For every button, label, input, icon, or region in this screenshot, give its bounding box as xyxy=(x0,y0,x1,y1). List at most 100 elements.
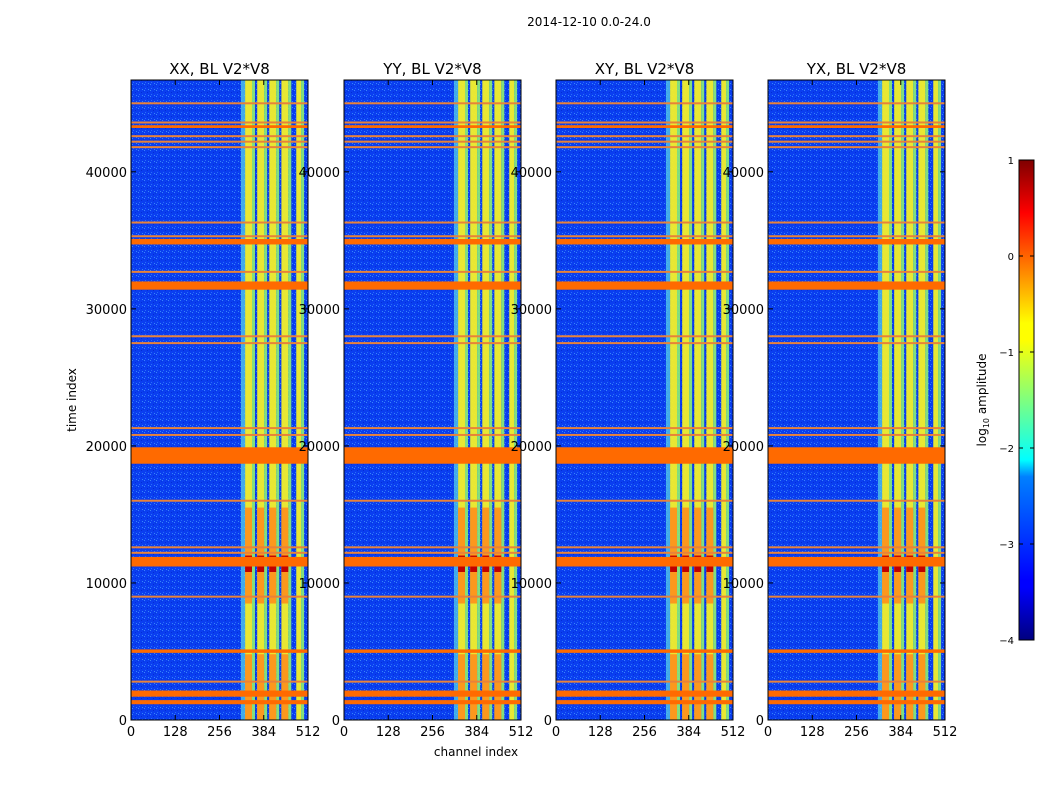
flagged-band xyxy=(344,700,521,705)
flagged-band xyxy=(131,238,308,245)
flagged-line xyxy=(556,270,733,273)
flagged-band xyxy=(768,690,945,697)
hot-region xyxy=(682,654,690,720)
flagged-line xyxy=(768,427,945,430)
flagged-line xyxy=(768,235,945,238)
flagged-band xyxy=(768,125,945,128)
x-tick-label: 512 xyxy=(509,725,534,740)
bright-channel-edge xyxy=(938,80,942,720)
flagged-line xyxy=(344,221,521,224)
panel-title: YX, BL V2*V8 xyxy=(806,60,907,78)
heatmap-image xyxy=(344,80,521,720)
colorbar-label-prefix: log xyxy=(975,428,989,446)
flagged-line xyxy=(556,427,733,430)
panel-xy: XY, BL V2*V8 0 128 256 384 512 0 10000 20000 3000… xyxy=(511,60,746,740)
flagged-band xyxy=(768,556,945,567)
bright-channel-edge xyxy=(701,80,705,720)
flagged-band xyxy=(768,700,945,705)
flagged-line xyxy=(131,595,308,598)
flagged-line xyxy=(344,140,521,143)
x-tick-label: 256 xyxy=(632,725,657,740)
x-tick-label: 128 xyxy=(163,725,188,740)
flagged-line xyxy=(556,433,733,436)
bright-channel-stripe xyxy=(933,80,939,720)
flagged-line xyxy=(344,342,521,345)
bright-channel-edge xyxy=(676,80,680,720)
flagged-line xyxy=(344,135,521,138)
flagged-band xyxy=(131,281,308,290)
bright-channel-edge xyxy=(888,80,892,720)
y-tick-label: 20000 xyxy=(86,440,127,455)
y-tick-label: 30000 xyxy=(86,303,127,318)
bright-channel-stripe xyxy=(482,80,490,720)
colorbar-tick-label: 1 xyxy=(1008,156,1014,167)
flagged-line xyxy=(131,546,308,549)
flagged-line xyxy=(131,342,308,345)
flagged-line xyxy=(344,335,521,338)
flagged-line xyxy=(556,235,733,238)
flagged-band xyxy=(556,649,733,653)
panel-xx: XX, BL V2*V8 0 128 256 384 512 0 10000 20000 3000… xyxy=(86,60,321,740)
panels: XX, BL V2*V8 0 128 256 384 512 0 10000 20000 3000… xyxy=(86,60,958,740)
transition-region xyxy=(877,80,883,720)
x-tick-label: 128 xyxy=(588,725,613,740)
flagged-band xyxy=(556,556,733,567)
flagged-band xyxy=(131,556,308,567)
flagged-line xyxy=(556,680,733,683)
x-tick-label: 256 xyxy=(420,725,445,740)
flagged-line xyxy=(344,235,521,238)
colorbar-label-sub: 10 xyxy=(982,418,991,428)
flagged-line xyxy=(556,335,733,338)
x-axis-label: channel index xyxy=(434,745,518,759)
flagged-line xyxy=(131,499,308,502)
bright-channel-stripe xyxy=(670,80,677,720)
bright-channel-stripe xyxy=(918,80,926,720)
x-tick-label: 0 xyxy=(552,725,560,740)
bright-channel-stripe xyxy=(245,80,252,720)
flagged-band xyxy=(131,690,308,697)
heatmap-image xyxy=(556,80,733,720)
colorbar-tick-label: −1 xyxy=(999,348,1014,359)
colorbar-tick-label: −2 xyxy=(999,444,1014,455)
flagged-line xyxy=(768,221,945,224)
bright-channel-stripe xyxy=(269,80,277,720)
y-tick-label: 10000 xyxy=(723,577,764,592)
flagged-line xyxy=(131,140,308,143)
hot-region xyxy=(882,654,889,720)
flagged-line xyxy=(344,146,521,149)
x-tick-label: 512 xyxy=(721,725,746,740)
flagged-line xyxy=(768,433,945,436)
x-tick-label: 0 xyxy=(340,725,348,740)
flagged-band xyxy=(344,649,521,653)
flagged-line xyxy=(344,102,521,105)
flagged-line xyxy=(768,680,945,683)
x-tick-label: 384 xyxy=(676,725,701,740)
y-tick-label: 0 xyxy=(119,714,127,729)
bright-channel-stripe xyxy=(494,80,502,720)
flagged-line xyxy=(768,342,945,345)
flagged-line xyxy=(768,121,945,124)
flagged-band xyxy=(344,447,521,464)
flagged-line xyxy=(131,221,308,224)
flagged-line xyxy=(131,121,308,124)
flagged-line xyxy=(556,146,733,149)
bright-channel-edge xyxy=(689,80,693,720)
y-tick-label: 20000 xyxy=(723,440,764,455)
bright-channel-stripe xyxy=(894,80,902,720)
flagged-line xyxy=(344,680,521,683)
flagged-line xyxy=(344,595,521,598)
bright-channel-edge xyxy=(264,80,268,720)
flagged-line xyxy=(556,221,733,224)
flagged-line xyxy=(768,140,945,143)
flagged-band xyxy=(556,690,733,697)
y-tick-label: 40000 xyxy=(86,166,127,181)
panel-title: XY, BL V2*V8 xyxy=(595,60,695,78)
bright-channel-edge xyxy=(276,80,280,720)
flagged-band xyxy=(131,649,308,653)
y-tick-label: 30000 xyxy=(299,303,340,318)
flagged-line xyxy=(131,146,308,149)
flagged-line xyxy=(556,102,733,105)
flagged-band xyxy=(556,125,733,128)
flagged-band xyxy=(768,238,945,245)
